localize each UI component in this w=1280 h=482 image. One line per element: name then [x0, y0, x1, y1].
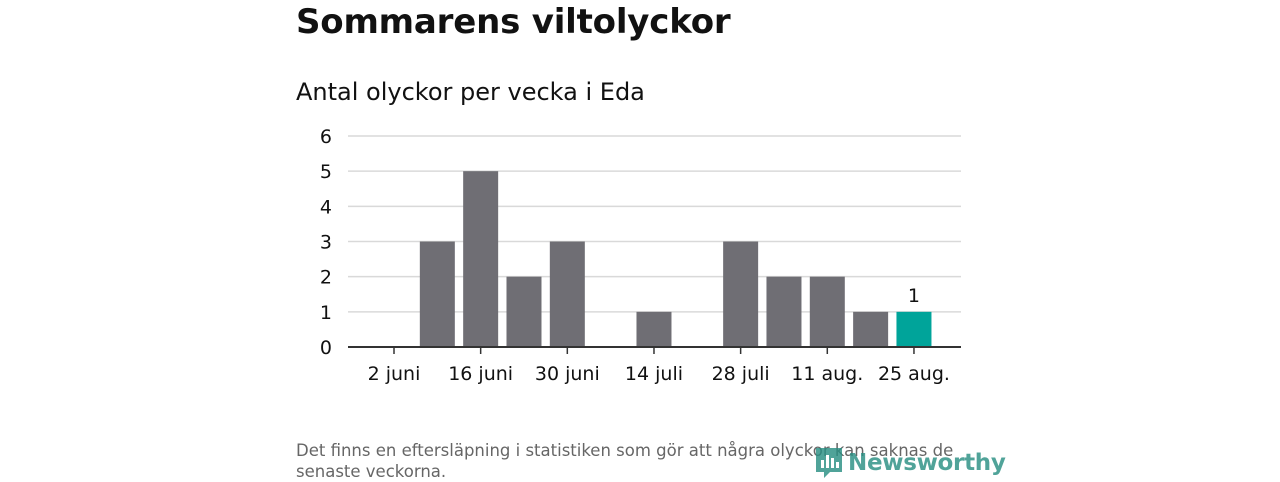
footnote: Det finns en eftersläpning i statistiken… — [296, 441, 954, 481]
labels: 0 1 2 3 4 5 6 1 2 juni 16 juni 30 juni 14 juli 28 ju… — [320, 126, 950, 385]
y-tick-label: 5 — [320, 161, 332, 183]
brand-logo: Newsworthy — [814, 446, 1006, 480]
bar — [896, 311, 932, 347]
x-tick-label: 14 juli — [625, 363, 683, 385]
axes — [348, 346, 961, 354]
brand-name: Newsworthy — [848, 450, 1006, 476]
x-tick-label: 2 juni — [368, 363, 421, 385]
bars — [419, 171, 932, 347]
x-tick-label: 28 juli — [712, 363, 770, 385]
bar — [809, 276, 845, 347]
chart-title: Sommarens viltolyckor — [296, 2, 731, 42]
bar — [766, 276, 802, 347]
chart-subtitle: Antal olyckor per vecka i Eda — [296, 78, 645, 106]
bar — [506, 276, 542, 347]
x-tick-label: 16 juni — [448, 363, 513, 385]
data-label: 1 — [908, 285, 920, 307]
newsworthy-logo-icon — [816, 448, 842, 478]
x-tick-label: 30 juni — [535, 363, 600, 385]
bar — [636, 311, 672, 347]
x-tick-label: 11 aug. — [791, 363, 863, 385]
y-tick-label: 3 — [320, 232, 332, 254]
y-tick-label: 2 — [320, 267, 332, 289]
x-tick-label: 25 aug. — [878, 363, 950, 385]
y-tick-label: 0 — [320, 337, 332, 359]
bar — [549, 241, 585, 347]
y-tick-label: 1 — [320, 302, 332, 324]
bar — [463, 171, 499, 347]
bar — [419, 241, 455, 347]
bar — [853, 311, 889, 347]
y-tick-label: 4 — [320, 196, 332, 218]
bar — [723, 241, 759, 347]
y-tick-label: 6 — [320, 126, 332, 148]
